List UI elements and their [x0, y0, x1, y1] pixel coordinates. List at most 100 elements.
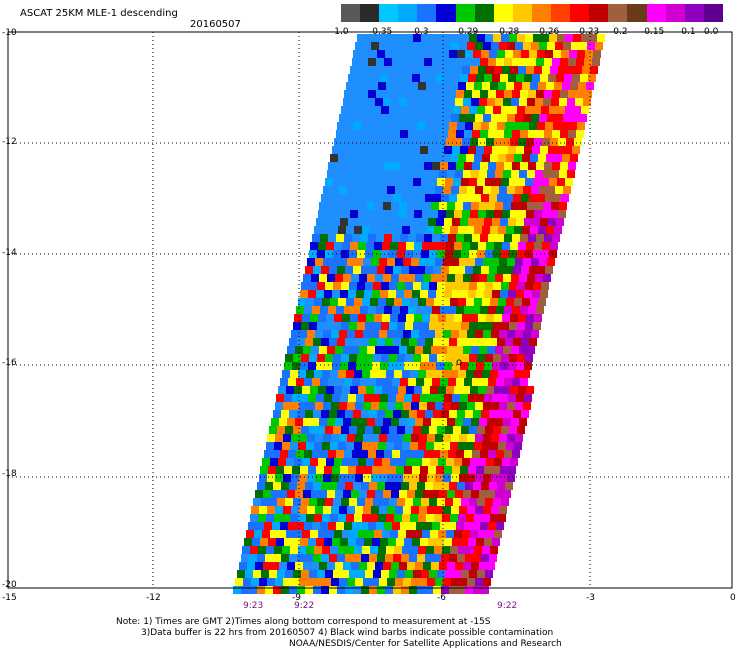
- swath-cell: [482, 514, 490, 522]
- swath-cell: [551, 170, 559, 178]
- swath-cell: [424, 522, 432, 530]
- swath-cell: [266, 442, 274, 450]
- swath-cell: [456, 162, 464, 170]
- swath-cell: [420, 362, 428, 370]
- swath-cell: [380, 362, 388, 370]
- swath-cell: [449, 586, 457, 594]
- swath-cell: [576, 130, 584, 138]
- swath-cell: [492, 466, 500, 474]
- swath-cell: [471, 490, 479, 498]
- swath-cell: [465, 482, 473, 490]
- swath-cell: [372, 466, 380, 474]
- swath-cell: [309, 282, 317, 290]
- swath-cell: [446, 386, 454, 394]
- swath-cell: [307, 506, 315, 514]
- swath-cell: [491, 114, 499, 122]
- swath-cell: [404, 218, 412, 226]
- swath-cell: [542, 138, 550, 146]
- swath-cell: [437, 570, 445, 578]
- swath-cell: [406, 386, 414, 394]
- swath-cell: [466, 298, 474, 306]
- swath-cell: [412, 218, 420, 226]
- swath-cell: [307, 474, 315, 482]
- swath-cell: [520, 234, 528, 242]
- swath-cell: [382, 66, 390, 74]
- swath-cell: [361, 554, 369, 562]
- swath-cell: [548, 74, 556, 82]
- swath-cell: [470, 314, 478, 322]
- swath-cell: [328, 162, 336, 170]
- swath-cell: [355, 186, 363, 194]
- swath-cell: [368, 90, 376, 98]
- swath-cell: [501, 106, 509, 114]
- swath-cell: [412, 74, 420, 82]
- swath-cell: [531, 42, 539, 50]
- swath-cell: [530, 82, 538, 90]
- swath-cell: [336, 522, 344, 530]
- swath-cell: [486, 530, 494, 538]
- swath-cell: [368, 162, 376, 170]
- swath-cell: [329, 482, 337, 490]
- swath-cell: [331, 506, 339, 514]
- swath-cell: [458, 442, 466, 450]
- swath-cell: [411, 258, 419, 266]
- swath-cell: [328, 522, 336, 530]
- swath-cell: [277, 570, 285, 578]
- swath-cell: [355, 578, 363, 586]
- swath-cell: [345, 194, 353, 202]
- swath-cell: [289, 338, 297, 346]
- swath-cell: [408, 378, 416, 386]
- swath-cell: [434, 226, 442, 234]
- swath-cell: [387, 42, 395, 50]
- swath-cell: [479, 98, 487, 106]
- swath-cell: [279, 562, 287, 570]
- swath-cell: [377, 482, 385, 490]
- swath-cell: [493, 282, 501, 290]
- swath-cell: [451, 186, 459, 194]
- swath-cell: [280, 522, 288, 530]
- swath-cell: [437, 354, 445, 362]
- swath-cell: [355, 434, 363, 442]
- swath-cell: [415, 202, 423, 210]
- swath-cell: [543, 202, 551, 210]
- swath-cell: [440, 378, 448, 386]
- swath-cell: [302, 386, 310, 394]
- swath-cell: [489, 194, 497, 202]
- swath-cell: [507, 434, 515, 442]
- swath-cell: [448, 450, 456, 458]
- swath-cell: [463, 490, 471, 498]
- swath-cell: [301, 282, 309, 290]
- swath-cell: [304, 450, 312, 458]
- swath-cell: [491, 474, 499, 482]
- swath-cell: [517, 426, 525, 434]
- swath-cell: [474, 226, 482, 234]
- swath-cell: [406, 66, 414, 74]
- swath-cell: [414, 242, 422, 250]
- swath-cell: [474, 154, 482, 162]
- swath-cell: [486, 458, 494, 466]
- swath-cell: [340, 218, 348, 226]
- swath-cell: [301, 426, 309, 434]
- swath-cell: [531, 186, 539, 194]
- swath-cell: [508, 146, 516, 154]
- swath-cell: [362, 298, 370, 306]
- swath-cell: [329, 554, 337, 562]
- swath-cell: [502, 386, 510, 394]
- swath-cell: [514, 442, 522, 450]
- swath-cell: [515, 402, 523, 410]
- swath-cell: [394, 226, 402, 234]
- swath-cell: [470, 66, 478, 74]
- swath-cell: [446, 314, 454, 322]
- swath-cell: [417, 266, 425, 274]
- swath-cell: [509, 354, 517, 362]
- swath-cell: [413, 282, 421, 290]
- swath-cell: [329, 338, 337, 346]
- swath-cell: [382, 242, 390, 250]
- swath-cell: [368, 306, 376, 314]
- swath-cell: [502, 314, 510, 322]
- swath-cell: [463, 98, 471, 106]
- swath-cell: [317, 354, 325, 362]
- swath-cell: [430, 314, 438, 322]
- swath-cell: [461, 106, 469, 114]
- swath-cell: [362, 154, 370, 162]
